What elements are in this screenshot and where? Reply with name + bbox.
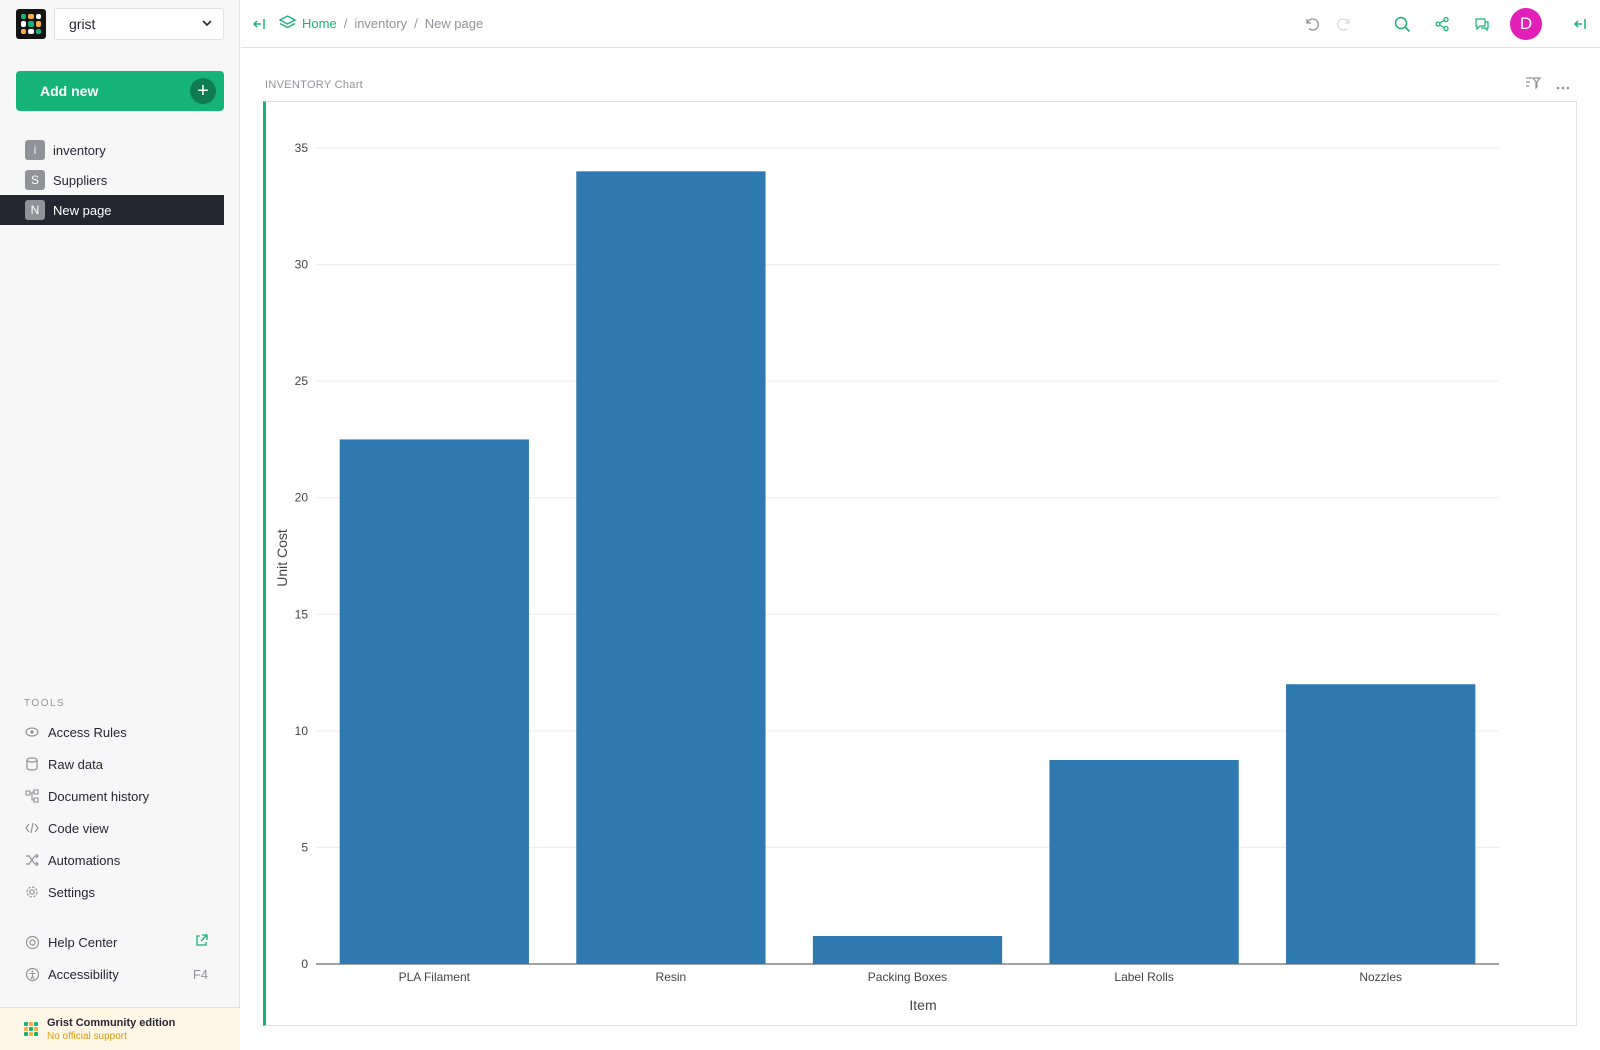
tool-automations[interactable]: Automations [0, 844, 240, 876]
page-item-suppliers[interactable]: S Suppliers [0, 165, 224, 195]
gear-icon [24, 884, 40, 900]
org-select[interactable]: grist [54, 8, 224, 40]
collapse-right-panel-icon[interactable] [1568, 12, 1592, 36]
database-icon [24, 756, 40, 772]
edition-title: Grist Community edition [47, 1016, 176, 1029]
y-tick-label: 5 [301, 840, 308, 854]
left-panel: grist Add new + i inventory S Suppliers … [0, 0, 240, 1050]
bar[interactable] [1286, 684, 1476, 964]
y-tick-label: 15 [295, 607, 309, 621]
y-tick-label: 20 [295, 491, 309, 505]
redo-icon[interactable] [1332, 12, 1356, 36]
lifebuoy-icon [24, 934, 40, 950]
tool-label: Code view [48, 820, 109, 836]
page-label: Suppliers [53, 172, 108, 188]
help-list: Help Center Accessibility F4 [0, 926, 240, 990]
tool-label: Automations [48, 852, 121, 868]
shuffle-icon [24, 852, 40, 868]
bar[interactable] [1049, 760, 1239, 964]
accessibility-label: Accessibility [48, 966, 119, 982]
breadcrumb-separator: / [414, 16, 418, 31]
tool-code-view[interactable]: Code view [0, 812, 240, 844]
tool-label: Access Rules [48, 724, 127, 740]
chart-bars [339, 171, 1476, 965]
x-tick-label: Nozzles [1359, 970, 1402, 984]
tool-label: Raw data [48, 756, 103, 772]
user-avatar[interactable]: D [1510, 8, 1542, 40]
accessibility-link[interactable]: Accessibility F4 [0, 958, 240, 990]
x-tick-labels: PLA Filament Resin Packing Boxes Label Roll… [399, 970, 1402, 984]
x-tick-label: Packing Boxes [868, 970, 947, 984]
tool-raw-data[interactable]: Raw data [0, 748, 240, 780]
collapse-left-panel-icon[interactable] [247, 12, 271, 36]
chart-widget[interactable]: PLA Filament Resin Packing Boxes Label Roll… [263, 101, 1577, 1026]
y-tick-label: 35 [295, 141, 309, 155]
org-switcher: grist [16, 8, 224, 40]
y-tick-label: 25 [295, 374, 309, 388]
tool-document-history[interactable]: Document history [0, 780, 240, 812]
x-tick-label: Resin [656, 970, 687, 984]
help-center-label: Help Center [48, 934, 118, 950]
layers-icon [278, 14, 297, 33]
tool-label: Document history [48, 788, 150, 804]
sort-filter-icon[interactable] [1525, 76, 1542, 95]
x-axis-label: Item [909, 997, 936, 1013]
widget-actions [1525, 76, 1571, 95]
y-axis-label: Unit Cost [274, 529, 290, 587]
page-initial: i [25, 140, 45, 160]
y-tick-labels: 0 5 10 15 20 25 30 35 [295, 141, 309, 971]
bar[interactable] [576, 171, 766, 965]
page-item-new-page[interactable]: N New page [0, 195, 224, 225]
grist-mini-logo-icon [24, 1022, 38, 1036]
top-bar: Home / inventory / New page D [241, 0, 1600, 48]
search-icon[interactable] [1390, 12, 1414, 36]
widget-title[interactable]: INVENTORY Chart [265, 79, 364, 91]
edition-subtitle: No official support [47, 1030, 127, 1042]
org-name: grist [69, 16, 96, 32]
external-link-icon [195, 934, 208, 950]
page-initial: S [25, 170, 45, 190]
page-label: inventory [53, 142, 106, 158]
top-actions: D [1300, 0, 1600, 48]
tool-access-rules[interactable]: Access Rules [0, 716, 240, 748]
breadcrumb-home[interactable]: Home [302, 16, 337, 31]
help-center-link[interactable]: Help Center [0, 926, 240, 958]
y-tick-label: 30 [295, 258, 309, 272]
y-tick-label: 0 [301, 957, 308, 971]
breadcrumb: Home / inventory / New page [278, 14, 484, 33]
page-item-inventory[interactable]: i inventory [0, 135, 224, 165]
page-list: i inventory S Suppliers N New page [0, 135, 224, 225]
comments-icon[interactable] [1470, 12, 1494, 36]
tools-heading: TOOLS [24, 698, 66, 709]
plus-icon: + [190, 78, 216, 104]
tool-label: Settings [48, 884, 95, 900]
bar[interactable] [339, 439, 529, 964]
code-icon [24, 820, 40, 836]
breadcrumb-separator: / [343, 16, 348, 31]
edition-banner[interactable]: Grist Community edition No official supp… [0, 1007, 240, 1050]
chevron-down-icon [201, 16, 213, 32]
grist-logo[interactable] [16, 9, 46, 39]
page-initial: N [25, 200, 45, 220]
tool-settings[interactable]: Settings [0, 876, 240, 908]
undo-icon[interactable] [1300, 12, 1324, 36]
x-tick-label: Label Rolls [1114, 970, 1173, 984]
add-new-label: Add new [40, 83, 99, 99]
tools-list: Access Rules Raw data Document history C… [0, 716, 240, 908]
breadcrumb-page[interactable]: New page [424, 16, 484, 31]
breadcrumb-doc[interactable]: inventory [354, 16, 408, 31]
history-icon [24, 788, 40, 804]
share-icon[interactable] [1430, 12, 1454, 36]
page-label: New page [53, 202, 112, 218]
y-tick-label: 10 [295, 724, 309, 738]
x-tick-label: PLA Filament [399, 970, 471, 984]
accessibility-icon [24, 966, 40, 982]
bar-chart: PLA Filament Resin Packing Boxes Label Roll… [274, 141, 1499, 1013]
add-new-button[interactable]: Add new + [16, 71, 224, 111]
more-options-icon[interactable] [1555, 77, 1571, 95]
shortcut-hint: F4 [192, 966, 208, 982]
bar[interactable] [812, 936, 1003, 964]
eye-icon [24, 724, 40, 740]
